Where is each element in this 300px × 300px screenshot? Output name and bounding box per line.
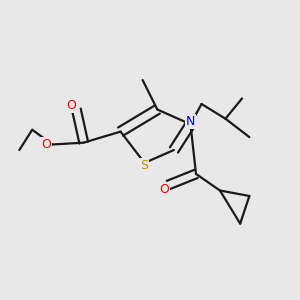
Text: O: O — [41, 138, 51, 151]
Text: O: O — [66, 99, 76, 112]
Text: S: S — [140, 159, 148, 172]
Text: N: N — [186, 115, 195, 128]
Text: O: O — [159, 183, 169, 196]
